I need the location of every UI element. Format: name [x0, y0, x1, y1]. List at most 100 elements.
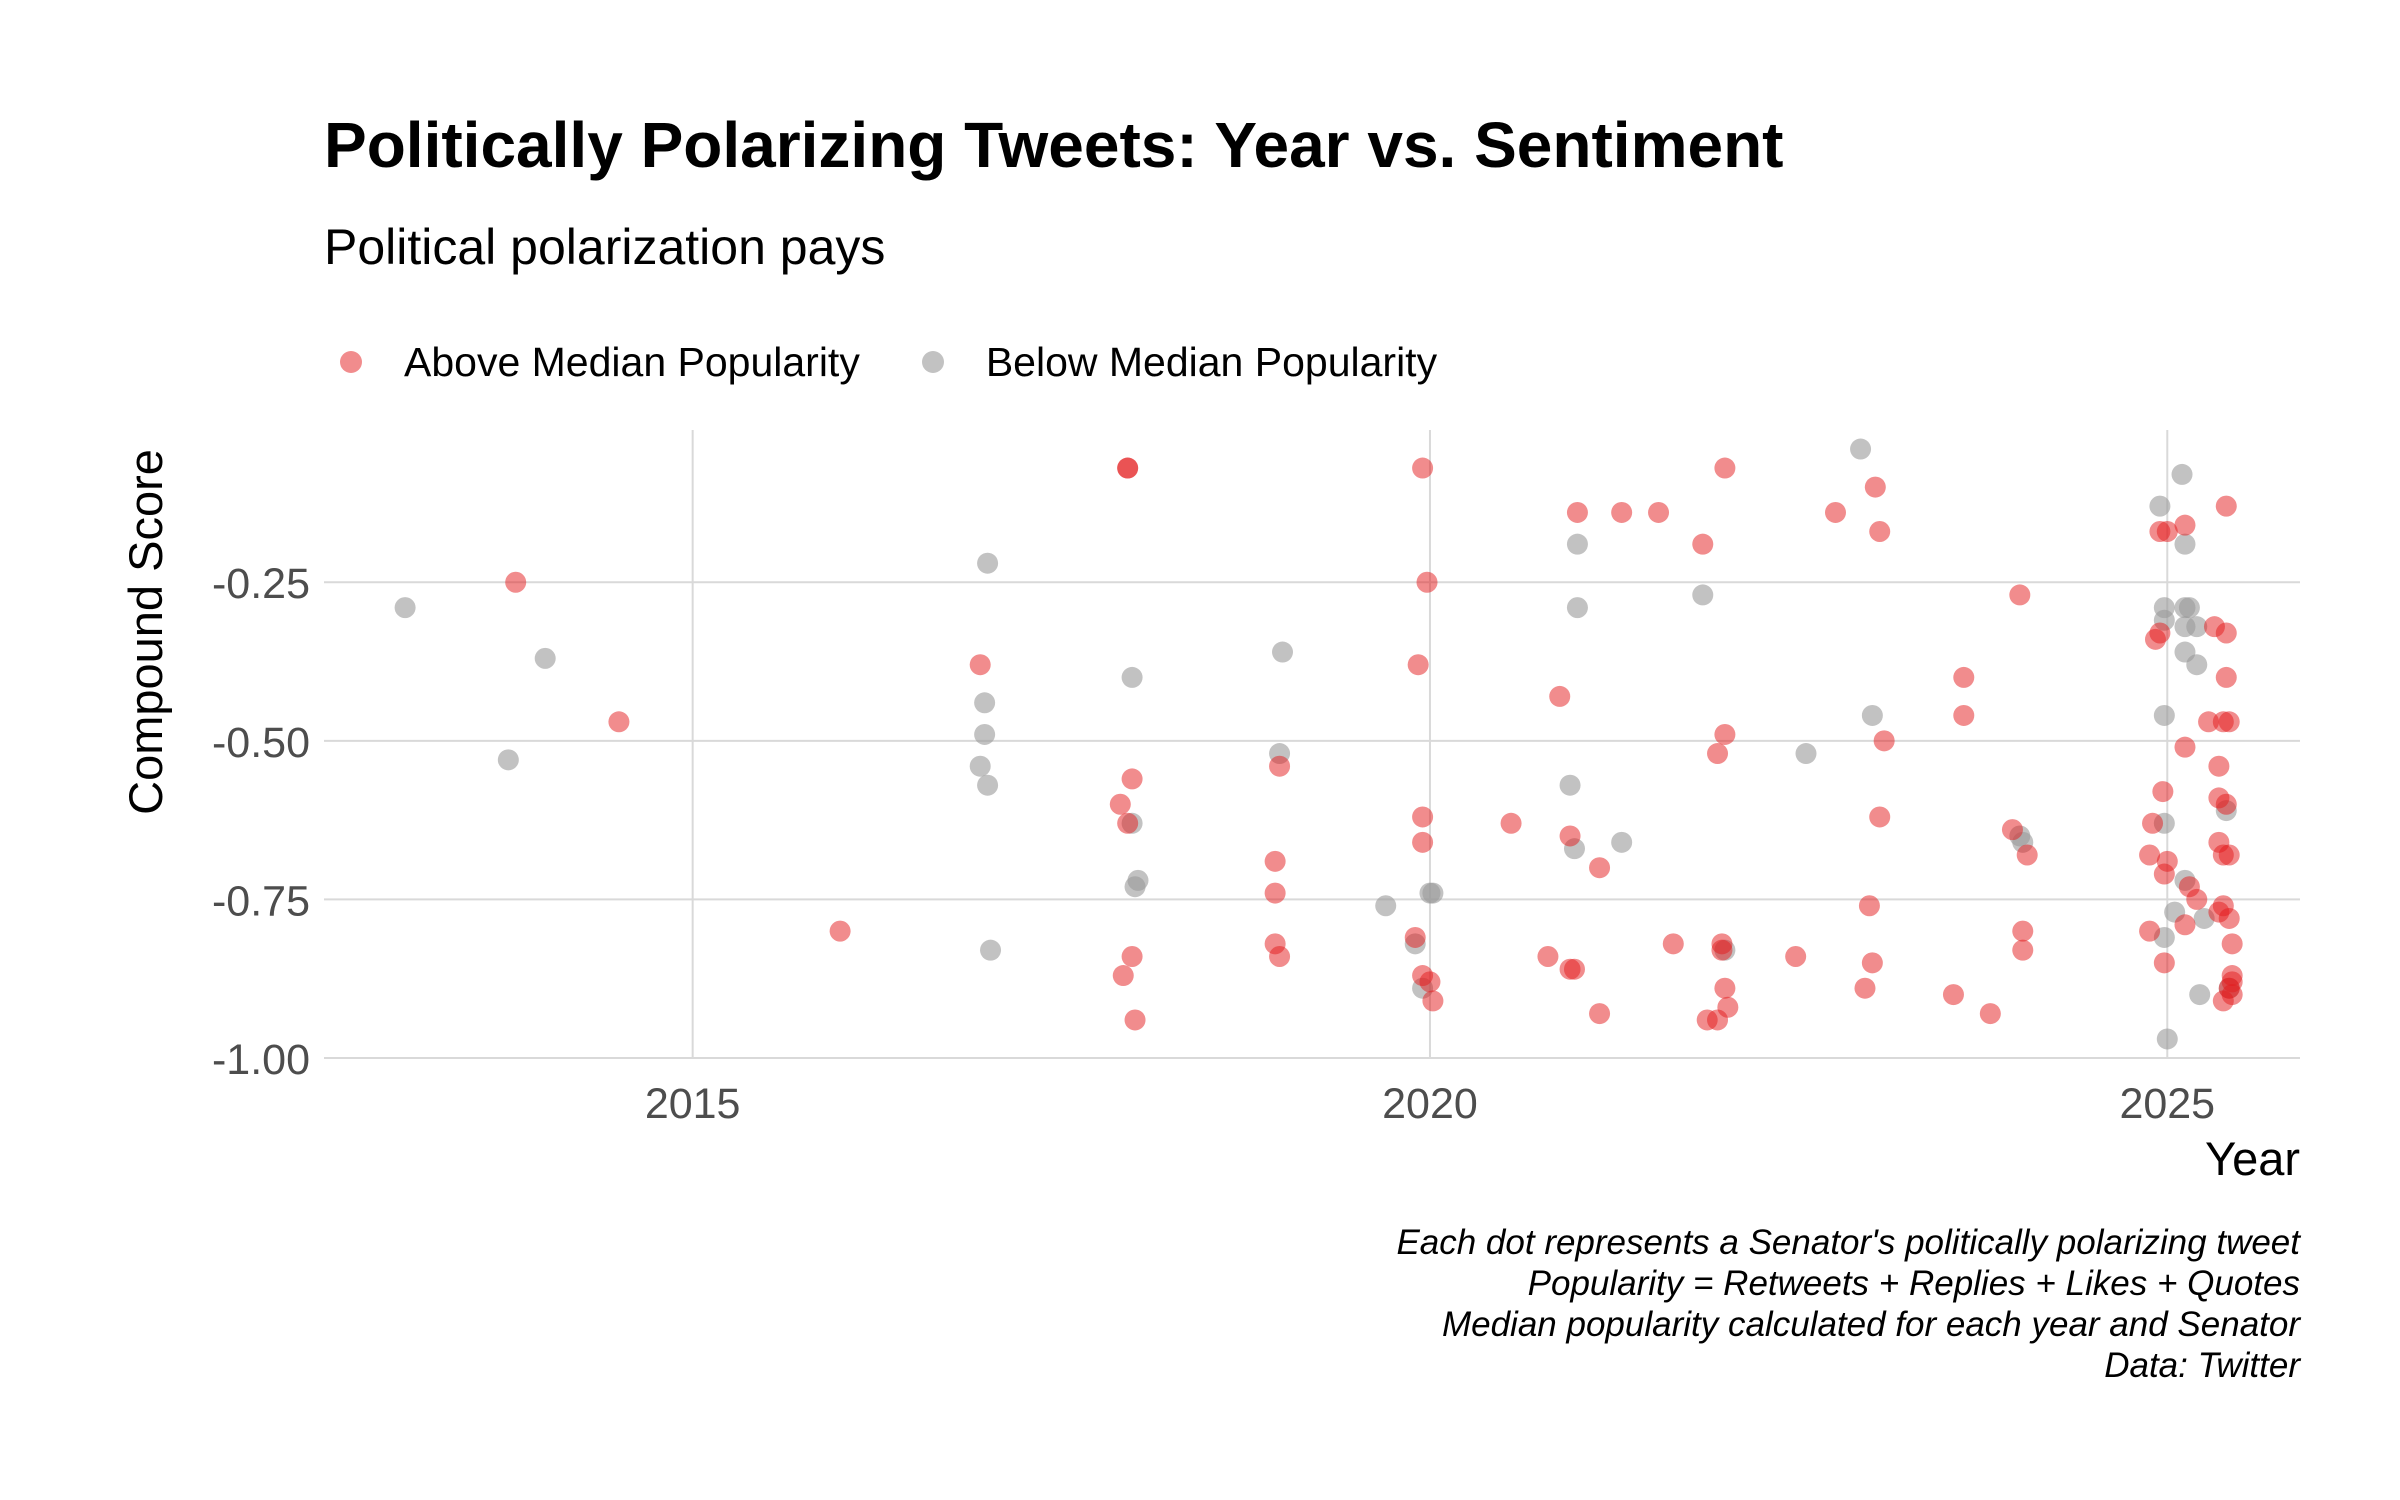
point-above-median [1869, 806, 1891, 828]
point-below-median [2178, 597, 2200, 619]
point-above-median [1412, 457, 1434, 479]
legend-swatch-below [921, 351, 944, 373]
point-above-median [2208, 755, 2230, 777]
point-below-median [2171, 463, 2193, 485]
point-below-median [1692, 584, 1714, 606]
point-above-median [1873, 730, 1895, 752]
point-above-median [1861, 952, 1883, 974]
point-below-median [534, 647, 556, 669]
point-above-median [1112, 965, 1134, 987]
point-above-median [505, 571, 527, 593]
point-above-median [2152, 781, 2174, 803]
y-tick-label: -0.50 [212, 719, 310, 767]
point-below-median [2186, 654, 2208, 676]
point-above-median [2218, 907, 2240, 929]
point-below-median [1127, 869, 1149, 891]
point-below-median [2156, 1028, 2178, 1050]
point-above-median [969, 654, 991, 676]
point-below-median [2149, 495, 2171, 517]
point-above-median [1269, 946, 1291, 968]
point-above-median [2001, 819, 2023, 841]
point-above-median [1979, 1003, 2001, 1025]
point-above-median [2218, 711, 2240, 733]
point-above-median [1854, 977, 1876, 999]
legend-label-above: Above Median Popularity [404, 338, 860, 385]
point-above-median [1500, 812, 1522, 834]
caption-line-3: Median popularity calculated for each ye… [1441, 1305, 2300, 1344]
point-above-median [1714, 977, 1736, 999]
legend-item-below: Below Median Popularity [921, 338, 1438, 386]
point-above-median [1942, 984, 1964, 1006]
point-above-median [1404, 926, 1426, 948]
point-below-median [980, 939, 1002, 961]
point-above-median [2139, 844, 2161, 866]
point-above-median [2218, 844, 2240, 866]
point-above-median [1714, 457, 1736, 479]
point-below-median [497, 749, 519, 771]
data-points [394, 438, 2243, 1050]
legend-label-below: Below Median Popularity [985, 338, 1438, 385]
point-above-median [2009, 584, 2031, 606]
point-above-median [2215, 793, 2237, 815]
point-below-median [1566, 533, 1588, 555]
legend-swatch-above [340, 351, 362, 373]
point-above-median [1109, 793, 1131, 815]
point-above-median [1869, 520, 1891, 542]
y-axis-label: Compound Score [119, 449, 172, 815]
point-below-median [1611, 831, 1633, 853]
point-below-median [1566, 597, 1588, 619]
point-below-median [1795, 743, 1817, 765]
point-below-median [2153, 704, 2175, 726]
point-above-median [1419, 971, 1441, 993]
point-above-median [1717, 996, 1739, 1018]
point-below-median [2186, 616, 2208, 638]
y-tick-label: -0.25 [212, 560, 310, 608]
point-above-median [1611, 501, 1633, 523]
point-above-median [1412, 831, 1434, 853]
point-above-median [1711, 939, 1733, 961]
point-below-median [977, 774, 999, 796]
point-above-median [829, 920, 851, 942]
point-below-median [1422, 882, 1444, 904]
point-above-median [608, 711, 630, 733]
point-above-median [1412, 806, 1434, 828]
point-above-median [1589, 1003, 1611, 1025]
point-above-median [1824, 501, 1846, 523]
point-above-median [2142, 812, 2164, 834]
point-above-median [1589, 857, 1611, 879]
point-above-median [1692, 533, 1714, 555]
point-above-median [1566, 501, 1588, 523]
point-above-median [2153, 863, 2175, 885]
point-above-median [1117, 812, 1139, 834]
point-above-median [2198, 711, 2220, 733]
point-above-median [1662, 933, 1684, 955]
point-below-median [974, 723, 996, 745]
point-below-median [2174, 533, 2196, 555]
point-above-median [2149, 622, 2171, 644]
point-above-median [1264, 882, 1286, 904]
point-below-median [394, 597, 416, 619]
point-above-median [1537, 946, 1559, 968]
point-above-median [2016, 844, 2038, 866]
point-above-median [1549, 685, 1571, 707]
point-above-median [1858, 895, 1880, 917]
point-below-median [977, 552, 999, 574]
point-above-median [1407, 654, 1429, 676]
point-below-median [2189, 984, 2211, 1006]
point-above-median [1416, 571, 1438, 593]
point-above-median [1422, 990, 1444, 1012]
caption-line-4: Data: Twitter [2104, 1346, 2300, 1385]
caption-line-1: Each dot represents a Senator's politica… [1396, 1223, 2300, 1262]
caption: Each dot represents a Senator's politica… [1396, 1222, 2300, 1386]
point-below-median [1861, 704, 1883, 726]
point-above-median [1707, 743, 1729, 765]
legend-item-above: Above Median Popularity [340, 339, 860, 386]
point-above-median [1121, 768, 1143, 790]
point-above-median [1714, 723, 1736, 745]
point-above-median [2215, 666, 2237, 688]
point-below-median [1375, 895, 1397, 917]
point-above-median [1264, 850, 1286, 872]
point-above-median [1953, 704, 1975, 726]
chart-subtitle: Political polarization pays [324, 219, 886, 275]
point-above-median [2174, 736, 2196, 758]
